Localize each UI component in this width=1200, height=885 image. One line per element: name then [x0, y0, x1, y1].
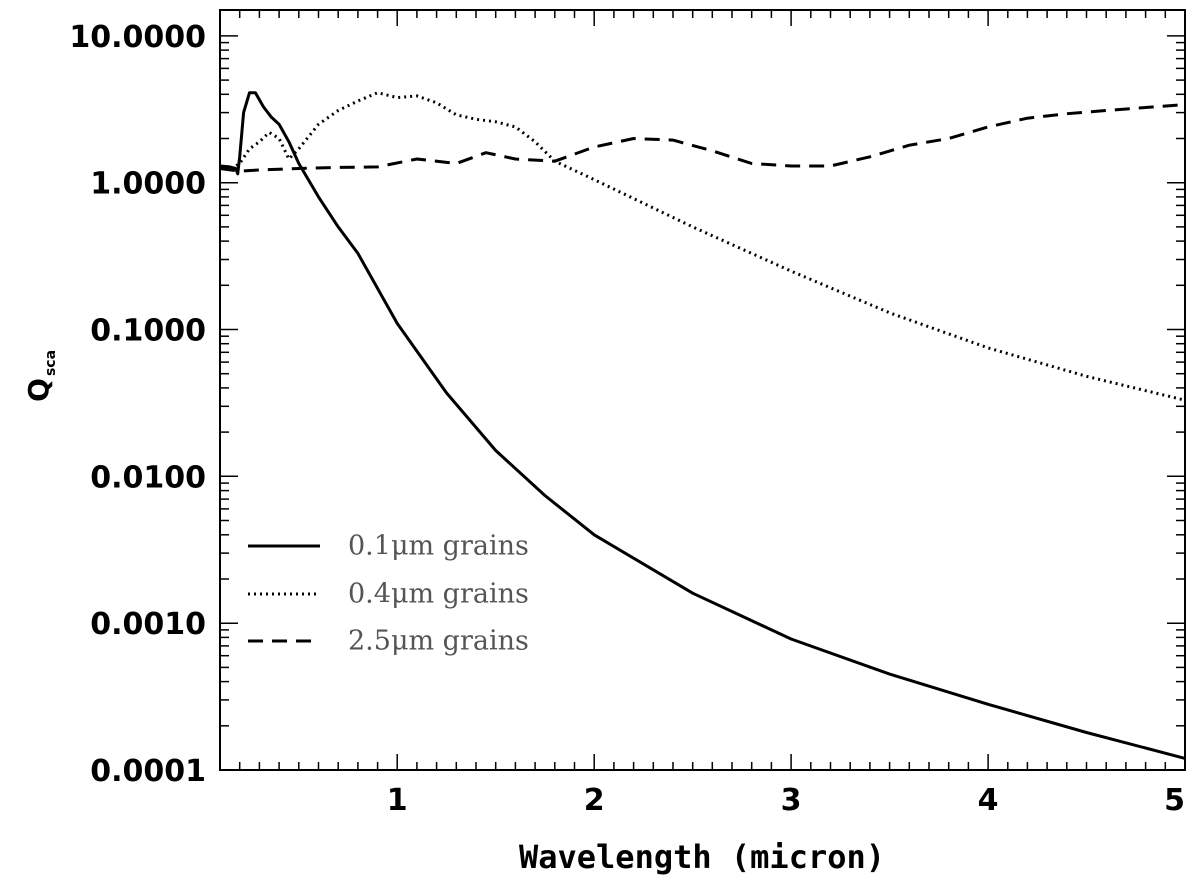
y-axis-title-subscript: sca — [43, 350, 59, 376]
x-tick-label: 3 — [781, 783, 802, 818]
plot-frame — [219, 9, 1186, 771]
y-axis-title-main: Q — [22, 378, 55, 402]
legend-label-0-4um: 0.4μm grains — [348, 579, 529, 610]
x-tick-labels: 1 2 3 4 5 — [387, 783, 1185, 818]
y-axis-title: Q sca — [22, 350, 59, 402]
y-tick-label: 0.1000 — [90, 314, 206, 349]
series-line-solid — [219, 91, 1186, 760]
axis-ticks — [219, 10, 1186, 771]
legend-label-0-1um: 0.1μm grains — [348, 531, 529, 562]
legend: 0.1μm grains 0.4μm grains 2.5μm grains — [248, 531, 529, 657]
x-tick-label: 5 — [1164, 783, 1185, 818]
y-tick-label: 0.0001 — [90, 754, 206, 789]
y-tick-label: 0.0010 — [90, 607, 206, 642]
series-line-dotted — [219, 91, 1186, 402]
y-tick-label: 10.0000 — [69, 20, 206, 55]
x-axis-title: Wavelength (micron) — [519, 838, 885, 876]
x-tick-label: 1 — [387, 783, 408, 818]
series-lines — [219, 91, 1186, 760]
y-tick-label: 0.0100 — [90, 460, 206, 495]
x-tick-label: 4 — [978, 783, 999, 818]
y-tick-labels: 0.0001 0.0010 0.0100 0.1000 1.0000 10.0000 — [69, 20, 206, 789]
legend-label-2-5um: 2.5μm grains — [348, 626, 529, 657]
series-line-dashed — [219, 103, 1186, 173]
x-tick-label: 2 — [584, 783, 605, 818]
y-tick-label: 1.0000 — [90, 167, 206, 202]
